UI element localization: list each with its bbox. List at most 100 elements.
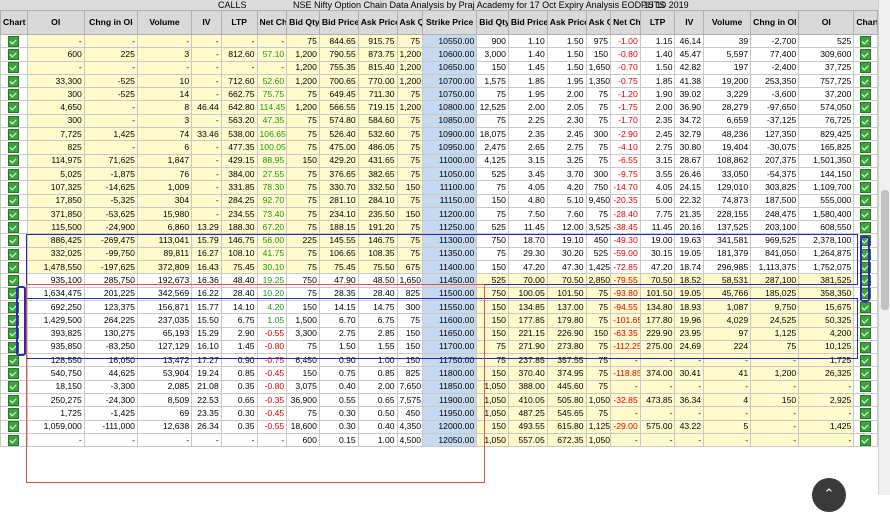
chart-button[interactable] [0, 419, 28, 434]
chart-button[interactable] [853, 87, 878, 102]
chart-icon[interactable] [8, 341, 20, 353]
chart-button[interactable] [0, 73, 28, 89]
chart-button[interactable] [0, 60, 28, 75]
chart-icon[interactable] [860, 102, 872, 114]
chart-icon[interactable] [8, 235, 20, 247]
chart-icon[interactable] [860, 275, 872, 287]
chart-button[interactable] [853, 246, 878, 262]
chart-button[interactable] [853, 233, 878, 248]
chart-icon[interactable] [8, 168, 20, 180]
chart-icon[interactable] [8, 261, 20, 273]
chart-button[interactable] [853, 33, 878, 49]
chart-icon[interactable] [8, 368, 20, 380]
chart-icon[interactable] [8, 394, 20, 406]
chart-button[interactable] [0, 220, 28, 235]
chart-icon[interactable] [8, 75, 20, 87]
chart-button[interactable] [0, 47, 28, 62]
chart-button[interactable] [0, 33, 28, 49]
chart-button[interactable] [853, 286, 878, 301]
chart-button[interactable] [853, 393, 878, 408]
chart-icon[interactable] [860, 115, 872, 127]
chart-icon[interactable] [8, 195, 20, 207]
chart-icon[interactable] [8, 288, 20, 300]
chart-button[interactable] [0, 286, 28, 301]
chart-icon[interactable] [860, 248, 872, 260]
chart-icon[interactable] [860, 421, 872, 433]
chart-button[interactable] [853, 180, 878, 195]
chart-button[interactable] [853, 273, 878, 288]
chart-button[interactable] [0, 87, 28, 102]
chart-button[interactable] [853, 313, 878, 328]
chart-icon[interactable] [8, 142, 20, 154]
chart-icon[interactable] [8, 35, 20, 47]
chart-button[interactable] [853, 353, 878, 368]
chart-icon[interactable] [860, 208, 872, 220]
chart-button[interactable] [0, 113, 28, 129]
chart-button[interactable] [0, 273, 28, 288]
chart-icon[interactable] [860, 261, 872, 273]
chart-icon[interactable] [860, 235, 872, 247]
chart-icon[interactable] [8, 434, 20, 446]
chart-button[interactable] [0, 379, 28, 395]
chart-icon[interactable] [860, 408, 872, 420]
chart-icon[interactable] [860, 368, 872, 380]
chart-icon[interactable] [8, 421, 20, 433]
chart-button[interactable] [0, 180, 28, 195]
chart-button[interactable] [0, 339, 28, 355]
chart-icon[interactable] [8, 328, 20, 340]
chart-icon[interactable] [8, 62, 20, 74]
chart-button[interactable] [0, 260, 28, 275]
chart-button[interactable] [0, 353, 28, 368]
chart-button[interactable] [853, 73, 878, 89]
chart-button[interactable] [0, 100, 28, 115]
chart-button[interactable] [853, 260, 878, 275]
chart-icon[interactable] [8, 115, 20, 127]
chart-button[interactable] [853, 220, 878, 235]
chart-icon[interactable] [860, 155, 872, 167]
chart-button[interactable] [853, 127, 878, 142]
chart-button[interactable] [0, 127, 28, 142]
chart-icon[interactable] [860, 195, 872, 207]
chart-icon[interactable] [8, 221, 20, 233]
chart-button[interactable] [0, 166, 28, 182]
chart-icon[interactable] [860, 354, 872, 366]
chart-icon[interactable] [860, 328, 872, 340]
chart-button[interactable] [0, 153, 28, 168]
chart-button[interactable] [0, 193, 28, 208]
chart-icon[interactable] [8, 248, 20, 260]
chart-button[interactable] [853, 326, 878, 341]
chart-button[interactable] [0, 140, 28, 155]
chart-button[interactable] [853, 339, 878, 355]
chart-button[interactable] [853, 419, 878, 434]
chart-icon[interactable] [860, 301, 872, 313]
chart-icon[interactable] [8, 88, 20, 100]
chart-button[interactable] [853, 206, 878, 222]
chart-button[interactable] [0, 206, 28, 222]
chart-icon[interactable] [860, 182, 872, 194]
chart-icon[interactable] [8, 315, 20, 326]
chart-button[interactable] [853, 166, 878, 182]
chart-button[interactable] [0, 366, 28, 381]
chart-icon[interactable] [860, 142, 872, 154]
chart-button[interactable] [853, 193, 878, 208]
chart-icon[interactable] [860, 394, 872, 406]
chart-icon[interactable] [860, 35, 872, 47]
chart-icon[interactable] [8, 381, 20, 393]
scrollbar-thumb[interactable] [881, 190, 889, 310]
chart-icon[interactable] [860, 341, 872, 353]
chart-icon[interactable] [860, 128, 872, 140]
chart-button[interactable] [853, 299, 878, 315]
chart-icon[interactable] [860, 434, 872, 446]
chart-button[interactable] [853, 432, 878, 448]
chart-button[interactable] [0, 233, 28, 248]
chart-button[interactable] [853, 379, 878, 395]
chart-icon[interactable] [8, 408, 20, 420]
chart-button[interactable] [0, 326, 28, 341]
chart-icon[interactable] [8, 128, 20, 140]
chart-button[interactable] [853, 47, 878, 62]
chart-button[interactable] [0, 406, 28, 421]
chart-button[interactable] [0, 393, 28, 408]
chart-icon[interactable] [8, 102, 20, 114]
chart-icon[interactable] [8, 155, 20, 167]
chart-button[interactable] [853, 60, 878, 75]
